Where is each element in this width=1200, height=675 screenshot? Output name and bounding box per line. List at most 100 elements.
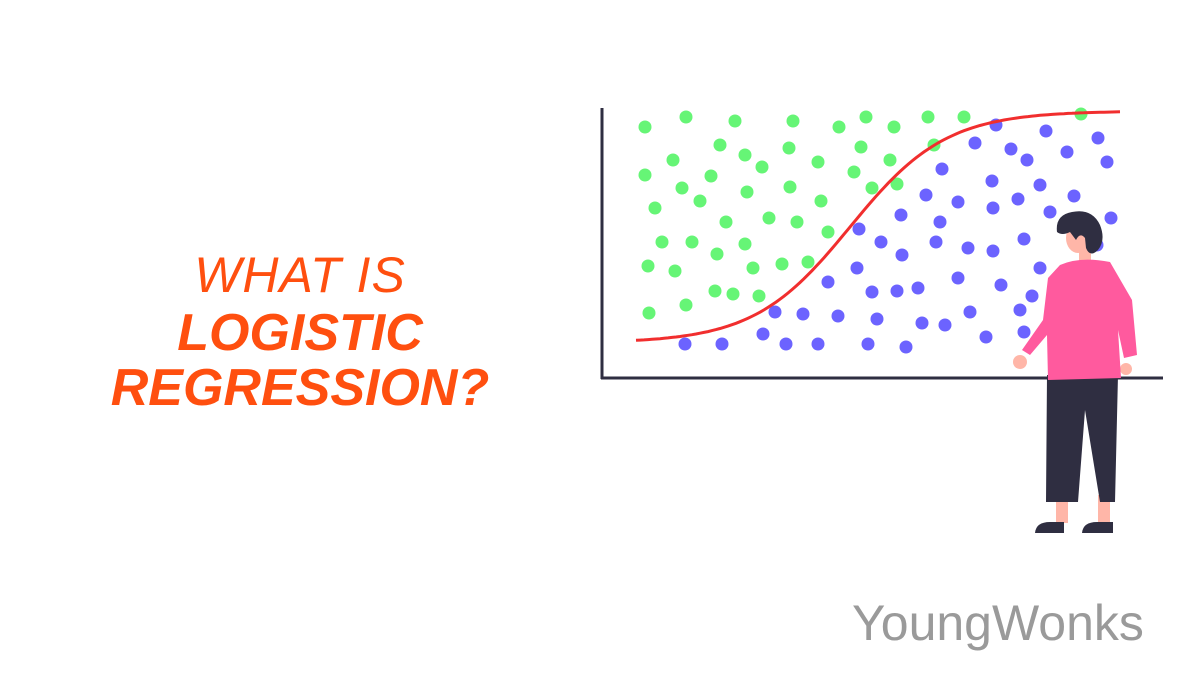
green-point: [679, 298, 693, 312]
green-point: [668, 264, 682, 278]
blue-point: [1013, 303, 1027, 317]
green-point: [655, 235, 669, 249]
green-point: [814, 194, 828, 208]
blue-point: [951, 195, 965, 209]
blue-point: [986, 201, 1000, 215]
green-point: [675, 181, 689, 195]
youngwonks-logo: YoungWonks: [852, 595, 1144, 651]
green-point: [786, 114, 800, 128]
person-figure: [1013, 211, 1137, 533]
blue-point: [1043, 205, 1057, 219]
blue-point: [1091, 131, 1105, 145]
green-point: [890, 177, 904, 191]
green-point: [710, 247, 724, 261]
blue-point: [1039, 124, 1053, 138]
blue-point: [1060, 145, 1074, 159]
blue-point: [929, 235, 943, 249]
green-point: [726, 287, 740, 301]
green-point: [821, 225, 835, 239]
blue-point: [1067, 189, 1081, 203]
green-point: [713, 138, 727, 152]
title-line-logistic: LOGISTIC: [177, 304, 423, 362]
green-point: [832, 120, 846, 134]
green-point: [782, 141, 796, 155]
blue-point: [1020, 153, 1034, 167]
blue-point: [811, 337, 825, 351]
blue-point: [821, 275, 835, 289]
blue-point: [968, 136, 982, 150]
green-point: [883, 153, 897, 167]
sigmoid-curve: [635, 110, 1121, 342]
blue-point: [1017, 232, 1031, 246]
person-hand: [1120, 363, 1132, 375]
blue-point: [874, 235, 888, 249]
blue-point: [911, 281, 925, 295]
person-shoe: [1035, 522, 1064, 533]
blue-point: [1017, 325, 1031, 339]
green-point: [738, 237, 752, 251]
green-point: [957, 110, 971, 124]
blue-point: [715, 337, 729, 351]
blue-point: [933, 215, 947, 229]
title-line-what-is: WHAT IS: [194, 247, 406, 303]
blue-point: [890, 284, 904, 298]
title-line-regression: REGRESSION?: [110, 359, 490, 417]
green-point: [719, 215, 733, 229]
person-shoe: [1082, 522, 1113, 533]
blue-point: [979, 330, 993, 344]
green-point: [865, 181, 879, 195]
green-point: [746, 261, 760, 275]
green-point: [887, 120, 901, 134]
blue-point: [1011, 192, 1025, 206]
green-point: [854, 140, 868, 154]
blue-point: [865, 285, 879, 299]
blue-point: [1104, 211, 1118, 225]
green-point: [685, 235, 699, 249]
blue-point: [850, 261, 864, 275]
blue-point: [768, 305, 782, 319]
blue-point: [870, 312, 884, 326]
green-point: [708, 284, 722, 298]
green-point: [638, 168, 652, 182]
blue-point: [938, 318, 952, 332]
blue-point: [1004, 142, 1018, 156]
blue-point: [779, 337, 793, 351]
green-point: [811, 155, 825, 169]
blue-point: [831, 309, 845, 323]
green-point: [790, 215, 804, 229]
green-point: [752, 289, 766, 303]
blue-point: [678, 337, 692, 351]
blue-point: [961, 241, 975, 255]
blue-point: [963, 305, 977, 319]
green-point: [775, 257, 789, 271]
blue-point: [894, 208, 908, 222]
blue-point: [899, 340, 913, 354]
green-point: [762, 211, 776, 225]
blue-point: [796, 307, 810, 321]
green-point: [801, 255, 815, 269]
blue-point: [915, 316, 929, 330]
blue-point: [1033, 178, 1047, 192]
blue-point: [1033, 261, 1047, 275]
green-point: [921, 110, 935, 124]
blue-point: [1100, 155, 1114, 169]
person-shirt: [1022, 259, 1137, 380]
green-point: [641, 259, 655, 273]
blue-point: [935, 162, 949, 176]
green-point: [738, 148, 752, 162]
green-point: [666, 153, 680, 167]
blue-point: [919, 188, 933, 202]
blue-point: [994, 278, 1008, 292]
green-point: [783, 180, 797, 194]
blue-point: [756, 327, 770, 341]
person-hair: [1056, 211, 1103, 254]
green-point: [679, 110, 693, 124]
green-point: [847, 165, 861, 179]
person-pants: [1046, 375, 1118, 502]
green-point: [693, 194, 707, 208]
blue-point: [852, 222, 866, 236]
blue-point: [861, 337, 875, 351]
scatter-points: [638, 107, 1118, 354]
blue-point: [895, 248, 909, 262]
